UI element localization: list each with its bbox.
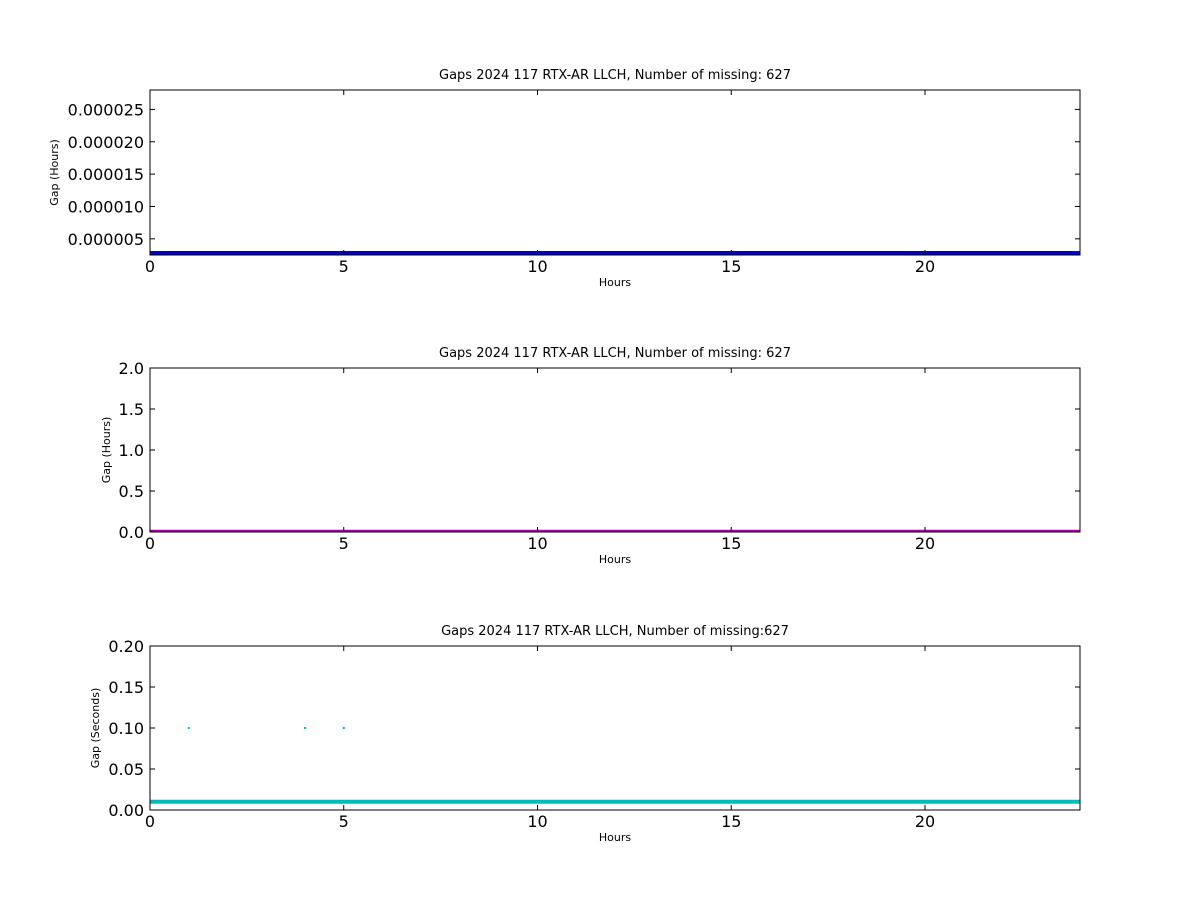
x-tick-label: 20 [915, 257, 935, 276]
y-tick-label: 0.0 [119, 523, 144, 542]
x-tick-label: 20 [915, 534, 935, 553]
x-tick-label: 0 [145, 812, 155, 831]
x-tick-label: 15 [721, 812, 741, 831]
plot-frame [149, 367, 1081, 533]
x-axis-label: Hours [599, 553, 631, 566]
y-tick-label: 0.000025 [68, 100, 144, 119]
chart-panel-3: 0 5 10 15 20 0.00 0.05 0.10 0.15 0.20 Gaps 2024 11… [89, 624, 1081, 844]
series-group [150, 727, 1080, 804]
x-tick-label: 5 [339, 812, 349, 831]
x-axis-label: Hours [599, 276, 631, 289]
y-tick-label: 0.000010 [68, 197, 144, 216]
y-axis-label: Gap (Hours) [100, 417, 113, 484]
y-tick-label: 0.5 [119, 482, 144, 501]
data-point [342, 727, 345, 729]
x-tick-label: 0 [145, 534, 155, 553]
y-tick-label: 1.0 [119, 441, 144, 460]
y-tick-label: 0.10 [108, 719, 144, 738]
data-point [187, 727, 190, 729]
y-tick-label: 0.20 [108, 637, 144, 656]
y-tick-label: 0.000020 [68, 133, 144, 152]
chart-title: Gaps 2024 117 RTX-AR LLCH, Number of mis… [439, 68, 791, 83]
plot-frame [149, 89, 1081, 256]
x-tick-label: 5 [339, 257, 349, 276]
y-tick-label: 0.000015 [68, 165, 144, 184]
y-tick-label: 1.5 [119, 400, 144, 419]
x-tick-label: 10 [527, 812, 547, 831]
plot-frame [149, 645, 1081, 811]
y-tick-label: 0.000005 [68, 230, 144, 249]
x-tick-label: 0 [145, 257, 155, 276]
data-point [304, 727, 306, 729]
y-tick-label: 0.05 [108, 760, 144, 779]
chart-title: Gaps 2024 117 RTX-AR LLCH, Number of mis… [441, 624, 789, 639]
x-tick-label: 20 [915, 812, 935, 831]
y-tick-label: 0.15 [108, 678, 144, 697]
x-tick-label: 10 [527, 534, 547, 553]
x-tick-label: 5 [339, 534, 349, 553]
y-tick-label: 2.0 [119, 359, 144, 378]
x-tick-label: 10 [527, 257, 547, 276]
y-axis-label: Gap (Seconds) [89, 688, 102, 769]
y-tick-label: 0.00 [108, 801, 144, 820]
chart-panel-2: 0 5 10 15 20 0.0 0.5 1.0 1.5 2.0 Gaps 2024 117 RTX… [100, 346, 1081, 566]
x-tick-label: 15 [721, 534, 741, 553]
y-axis-label: Gap (Hours) [48, 139, 61, 206]
x-tick-label: 15 [721, 257, 741, 276]
x-axis-label: Hours [599, 831, 631, 844]
chart-title: Gaps 2024 117 RTX-AR LLCH, Number of mis… [439, 346, 791, 361]
chart-panel-1: 0 5 10 15 20 0.000005 0.000010 0.000015 0.000020… [48, 68, 1081, 289]
